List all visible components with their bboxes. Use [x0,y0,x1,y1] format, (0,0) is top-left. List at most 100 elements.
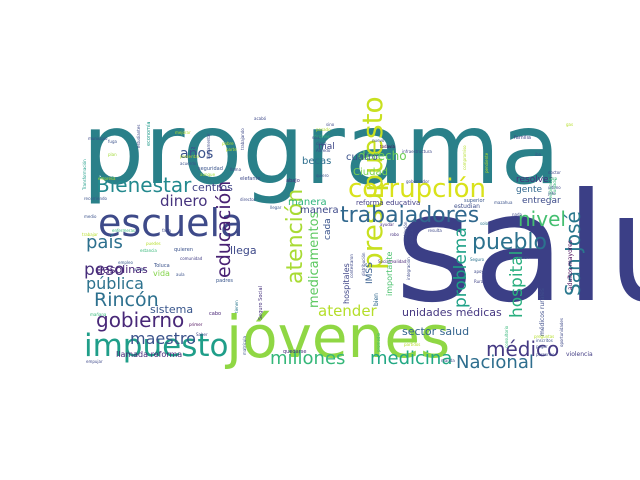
word-apoyo: apoyo [474,269,487,274]
word-política: política [409,229,414,244]
word-médico: médico [486,337,559,361]
word-superior: superior [464,198,486,204]
word-quiero: quiero [316,173,329,178]
word-puedes: puedes [146,241,161,246]
word-dicen: dicen [518,255,529,260]
word-mañana: mañana [90,312,107,317]
word-maestro: maestro [130,329,196,348]
word-medicamentos: medicamentos [307,211,322,308]
word-cuidado: Cuidado [552,178,557,195]
word-padres: padres [216,278,233,284]
word-bien: bien [373,293,380,306]
word-arriba: arriba [134,267,146,272]
word-cada: cada [323,218,333,240]
word-cinco: cinco [316,141,327,146]
word-social: Social [378,259,390,264]
word-parte: parte [226,147,237,152]
word-primer: primer [189,322,203,327]
word-vida: vida [153,269,170,278]
word-recorriendo: recorriendo [84,196,108,201]
word-problema: problema [451,227,471,308]
word-pendiente: pendiente [484,152,489,173]
word-dinero: dinero [160,192,207,210]
word-toluca: Toluca [153,263,170,269]
word-falta: falta [162,228,172,233]
word-empresa: empresa [98,176,116,181]
word-transformación: Transformación [82,159,87,191]
word-resulta: resulta [428,228,442,233]
word-inscritos: inscritos [536,338,553,343]
word-seguridad: seguridad [198,166,223,172]
word-pasado: pasado [316,127,331,132]
word-centros: centros [192,181,233,194]
word-cuatro: cuatro [346,152,378,163]
word-saber: Saber [196,332,208,337]
word-llamada-reforma: llamada reforma [116,350,182,359]
word-acuerdo: acuerdo [180,161,197,166]
word-plan: plan [108,152,117,157]
word-llegar: llegar [270,205,282,210]
word-realidad: realidad [390,259,407,264]
word-pueblo: pueblo [472,230,547,255]
word-manera: manera [300,205,339,216]
word-contestaron: contestaron [349,254,354,278]
word-matrícula: matrícula [242,335,247,355]
word-quedarse: quedarse [283,349,306,355]
word-mejorar: mejorar [175,130,191,135]
word-gobierno: gobierno [96,308,184,332]
word-entregar: entregar [522,196,561,206]
word-importante: importante [385,251,394,296]
word-unidades-médicas: unidades médicas [402,306,502,319]
word-llama: llama [230,167,242,172]
word-iba: iba [535,152,542,157]
word-cloud-words: saludprograma jóvenes escuela impuesto presu… [82,93,640,373]
word-preguntas: preguntas [534,334,554,339]
word-pagar: pagar [536,344,548,349]
word-elefante: elefante [240,176,261,182]
word-comunidad: comunidad [180,256,203,261]
word-director: director [240,197,256,202]
word-atención: atención [283,189,308,284]
word-enfermeras: enfermeras [112,228,135,233]
word-acabó: acabó [254,116,267,121]
word-familia: familia [514,135,531,141]
word-pública: pública [86,274,144,293]
cloud-background [80,100,590,370]
word-oportunidades: oportunidades [559,318,564,347]
word-jóvenes: jóvenes [224,303,450,371]
word-nivel: nivel [518,207,566,231]
word-infraestructura: infraestructura [402,149,432,154]
word-derecho: derecho [358,149,407,163]
word-seis: seis [312,135,320,140]
word-tienen: tienen [234,300,239,313]
word-imss: IMSS [365,262,375,284]
word-población: población [403,221,408,241]
word-municipio: municipio [88,136,108,141]
word-obra: obra [548,176,558,181]
word-peso: peso [84,260,125,280]
word-empleo: empleo [118,260,133,265]
word-personas: personas [536,352,554,357]
word-quieren: quieren [174,247,193,253]
word-trabajando: trabajando [240,128,245,150]
word-hospital: hospital [507,251,527,318]
word-violencia: violencia [566,351,593,358]
word-mal: mal [318,142,335,152]
word-pobre: pobre [222,141,234,146]
word-millones: millones [270,348,345,369]
word-nacional: Nacional [456,352,534,373]
word-distribución: distribución [361,252,366,276]
word-fuga: fuga [108,139,117,144]
word-médicos-rurales: médicos rurales [539,288,546,336]
word-corrupción: corrupción [348,174,486,204]
word-resolver: resolver [516,175,553,185]
word-país: país [86,232,123,253]
word-nada: nada [512,212,523,217]
word-educación: educación [213,181,235,278]
word-estudiantes: estudiantes [136,125,141,148]
word-llega: llega [230,244,257,257]
word-trabajadores: trabajadores [340,203,479,228]
word-último: último [548,185,561,190]
word-recibiendo: recibiendo [548,178,553,200]
